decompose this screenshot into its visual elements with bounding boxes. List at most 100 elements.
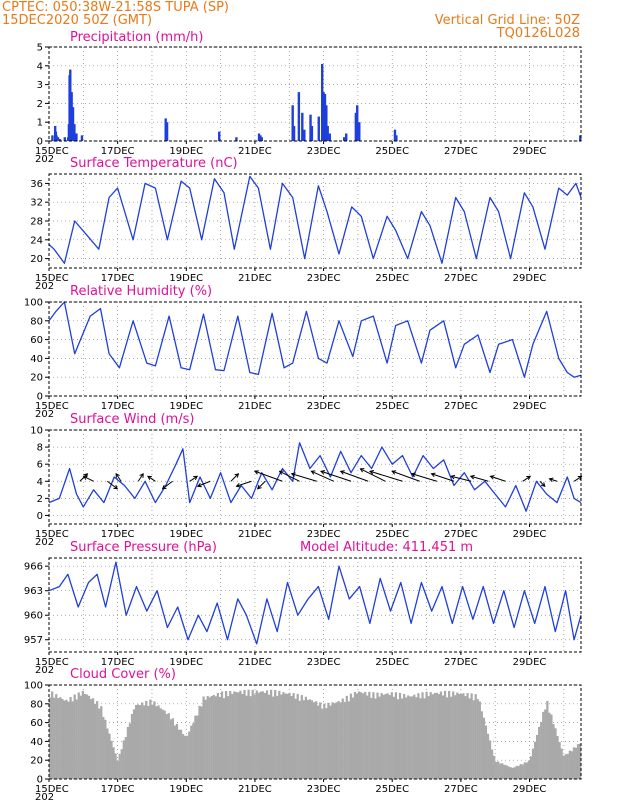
- cloud-cover-bar: [427, 696, 430, 779]
- precipitation-bar: [354, 112, 358, 141]
- precipitation-bar: [393, 129, 397, 141]
- wind-arrow: [489, 475, 506, 482]
- precipitation-bar: [310, 125, 314, 141]
- cloud-cover-bar: [259, 691, 262, 779]
- cloud-cover-bar: [298, 700, 301, 779]
- cloud-cover-bar: [245, 695, 248, 779]
- cloud-cover-bar: [96, 701, 99, 779]
- x-tick-label: 17DEC: [101, 401, 135, 412]
- cloud-cover-bar: [364, 691, 367, 779]
- cloud-cover-bar: [362, 693, 365, 779]
- cloud-cover-bar: [517, 765, 520, 779]
- wind-arrow: [410, 472, 437, 482]
- cloud-cover-bar: [503, 764, 506, 779]
- cloud-cover-bar: [112, 747, 115, 779]
- cloud-cover-bar: [296, 693, 299, 779]
- cloud-cover-bar: [79, 695, 82, 779]
- y-tick-label: 100: [24, 298, 43, 309]
- cloud-cover-bar: [288, 692, 291, 779]
- x-tick-label: 17DEC: [101, 657, 135, 668]
- cloud-cover-bar: [380, 693, 383, 779]
- cloud-cover-bar: [198, 705, 201, 779]
- cloud-cover-bar: [308, 699, 312, 779]
- precipitation-bar: [164, 118, 167, 141]
- x-tick-label: 27DEC: [444, 401, 478, 412]
- cloud-cover-bar: [333, 703, 336, 779]
- cloud-cover-bar: [167, 713, 170, 779]
- cloud-cover-bar: [89, 699, 93, 779]
- cloud-cover-bar: [114, 753, 117, 779]
- cloud-cover-bar: [552, 724, 555, 779]
- y-tick-label: 2: [37, 494, 43, 505]
- x-tick-label: 23DEC: [307, 657, 341, 668]
- y-tick-label: 957: [24, 635, 43, 646]
- x-tick-label: 23DEC: [307, 146, 341, 157]
- y-tick-label: 80: [30, 316, 43, 327]
- cloud-cover-bar: [546, 700, 549, 779]
- y-tick-label: 5: [37, 43, 43, 54]
- header-grid-note: Vertical Grid Line: 50Z: [435, 13, 580, 28]
- cloud-cover-bar: [376, 692, 379, 779]
- precipitation-bar: [342, 137, 346, 141]
- cloud-cover-bar: [261, 691, 265, 779]
- cloud-cover-bar: [507, 766, 510, 779]
- cloud-cover-bar: [239, 690, 242, 779]
- panel-pressure: Surface Pressure (hPa) Model Altitude: 4…: [24, 540, 582, 676]
- cloud-cover-bar: [65, 699, 68, 779]
- cloud-cover-bar: [454, 695, 457, 779]
- cloud-cover-bar: [400, 698, 404, 779]
- precipitation-bar: [73, 124, 76, 141]
- cloud-cover-bar: [544, 709, 547, 779]
- cloud-cover-bar: [392, 696, 395, 779]
- cloud-cover-bar: [521, 764, 524, 779]
- cloud-cover-bar: [300, 695, 303, 779]
- cloud-cover-bar: [108, 733, 111, 779]
- cloud-cover-bar: [405, 697, 408, 779]
- cloud-cover-bar: [116, 760, 119, 779]
- y-tick-label: 24: [30, 235, 43, 246]
- precipitation-bar: [309, 114, 312, 141]
- precipitation-bar: [235, 137, 238, 141]
- y-tick-label: 963: [24, 586, 43, 597]
- cloud-cover-bar: [237, 692, 240, 779]
- cloud-cover-bar: [130, 713, 134, 779]
- cloud-cover-bar: [341, 698, 344, 779]
- cloud-cover-bar: [294, 698, 297, 779]
- cloud-cover-bar: [472, 700, 475, 779]
- model-altitude-label: Model Altitude: 411.451 m: [300, 540, 473, 555]
- cloud-cover-bar: [77, 692, 80, 779]
- cloud-cover-bar: [317, 705, 320, 779]
- cloud-cover-bar: [425, 691, 428, 779]
- cloud-cover-bar: [325, 708, 328, 779]
- cloud-cover-bar: [253, 694, 256, 779]
- cloud-cover-bar: [214, 696, 217, 779]
- cloud-cover-bar: [229, 691, 232, 779]
- x-tick-label: 19DEC: [169, 273, 203, 284]
- x-tick-label: 27DEC: [444, 657, 478, 668]
- cloud-cover-bar: [402, 693, 406, 779]
- cloud-cover-bar: [141, 702, 144, 779]
- cloud-cover-bar: [274, 690, 277, 779]
- pressure-title: Surface Pressure (hPa): [70, 540, 217, 555]
- x-tick-label-cutoff: 202: [35, 409, 54, 420]
- x-tick-label: 25DEC: [375, 146, 409, 157]
- x-tick-label: 21DEC: [238, 529, 272, 540]
- cloud-cover-bar: [568, 750, 571, 779]
- cloud-cover-bar: [435, 692, 438, 779]
- precipitation-bar: [260, 137, 263, 141]
- x-tick-label: 27DEC: [444, 273, 478, 284]
- cloud-cover-bar: [143, 705, 146, 779]
- cloud-cover-bar: [194, 715, 197, 779]
- cloud-cover-bar: [448, 690, 451, 779]
- cloud-cover-bar: [419, 698, 422, 779]
- x-tick-label: 29DEC: [513, 401, 547, 412]
- cloud-cover-bar: [349, 693, 353, 779]
- cloud-cover-bar: [165, 714, 168, 779]
- cloud-cover-bar: [562, 755, 565, 779]
- cloud-cover-bar: [269, 689, 273, 779]
- cloud-cover-bar: [110, 740, 113, 779]
- cloud-cover-bar: [83, 693, 87, 779]
- x-tick-label-cutoff: 202: [35, 281, 54, 292]
- x-tick-label: 19DEC: [169, 529, 203, 540]
- cloud-cover-bar: [443, 690, 447, 779]
